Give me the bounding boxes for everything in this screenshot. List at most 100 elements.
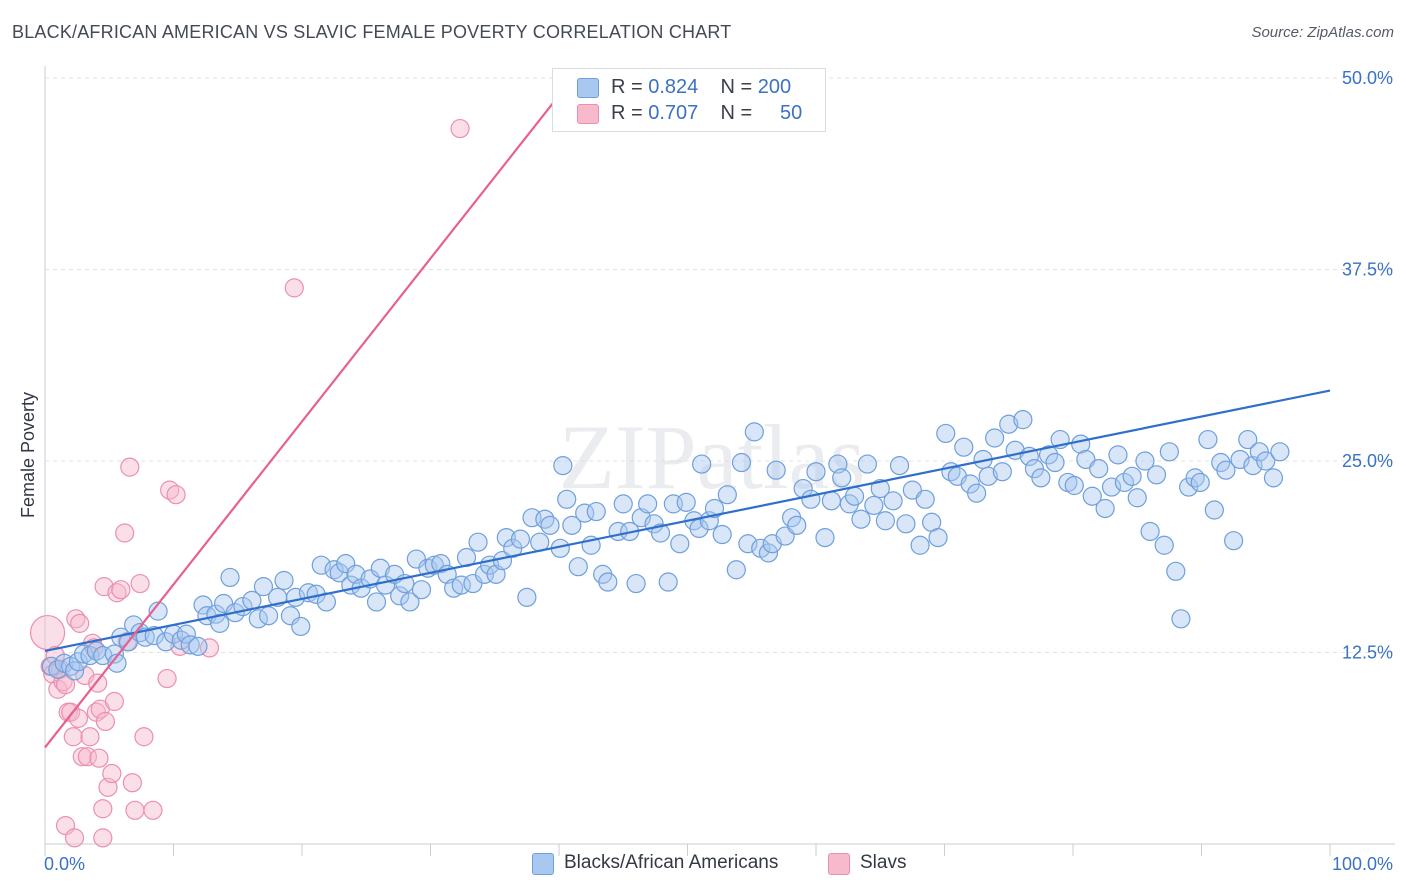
blacks-point	[821, 491, 842, 511]
slavs-point	[134, 727, 154, 747]
n-value-slavs: 50	[780, 102, 803, 124]
blacks-point	[1270, 442, 1290, 462]
blacks-point	[562, 515, 582, 535]
blacks-point	[985, 428, 1005, 448]
blacks-point	[936, 423, 956, 444]
blacks-point	[598, 572, 618, 592]
blacks-point	[148, 601, 168, 621]
blacks-point	[676, 492, 696, 512]
blacks-point	[291, 616, 311, 637]
blacks-point	[954, 437, 974, 457]
bottom-legend-label-slavs: Slavs	[860, 852, 907, 873]
blacks-point	[510, 529, 531, 549]
blacks-point	[896, 514, 916, 534]
blacks-point	[638, 494, 658, 514]
x-tick-label: 0.0%	[44, 854, 85, 874]
blacks-point	[1031, 468, 1051, 488]
correlation-legend: R = 0.824 N = 200 R = 0.707 N = 50	[552, 68, 826, 132]
slavs-point	[284, 278, 304, 298]
blacks-point	[704, 498, 725, 519]
slavs-point	[72, 747, 92, 767]
slavs-point	[63, 727, 83, 747]
blacks-point	[156, 632, 176, 652]
blacks-point	[1140, 521, 1160, 542]
slavs-point	[93, 828, 113, 848]
blacks-point	[535, 509, 555, 529]
blacks-point	[766, 460, 786, 480]
blacks-trend-line	[44, 389, 1331, 653]
blacks-point	[1108, 445, 1128, 465]
blacks-point	[176, 624, 196, 644]
slavs-point	[130, 573, 150, 594]
bottom-legend-label-blacks: Blacks/African Americans	[564, 852, 779, 873]
blacks-point	[144, 626, 164, 646]
slavs-point	[143, 800, 163, 820]
slavs-point	[89, 748, 109, 768]
blacks-point	[864, 495, 884, 516]
blacks-point	[1204, 500, 1224, 520]
slavs-point	[122, 773, 142, 793]
blacks-point	[586, 501, 606, 522]
slavs-trend-line	[44, 84, 568, 749]
blacks-point	[1089, 459, 1109, 479]
slavs-point	[64, 828, 85, 848]
trend-lines	[44, 84, 1331, 749]
blacks-point	[400, 592, 420, 612]
blacks-point	[474, 564, 495, 584]
blacks-point	[258, 606, 279, 626]
blacks-point	[540, 515, 560, 535]
blacks-point	[787, 515, 807, 535]
slavs-point	[68, 708, 89, 728]
blacks-point	[1190, 472, 1210, 493]
slavs-point	[29, 614, 66, 651]
blacks-point	[832, 468, 852, 488]
blacks-point	[1263, 468, 1284, 488]
blacks-point	[658, 572, 678, 592]
legend-swatch-pink	[577, 104, 599, 124]
blacks-point	[496, 527, 516, 548]
y-tick-label: 12.5%	[1342, 643, 1393, 663]
blacks-point	[1171, 609, 1191, 629]
slavs-point	[166, 485, 186, 505]
blacks-point	[274, 570, 294, 591]
blacks-point	[851, 509, 871, 529]
legend-swatch-blue	[577, 78, 599, 98]
tick-labels: 12.5% 25.0% 37.5% 50.0% 0.0% 100.0%	[44, 68, 1393, 874]
slavs-point	[120, 457, 140, 477]
blacks-point	[517, 587, 537, 607]
slavs-point	[125, 800, 145, 820]
r-label: R =	[611, 102, 643, 124]
blacks-point	[366, 592, 387, 612]
blacks-point	[1135, 451, 1155, 471]
slavs-points	[29, 118, 470, 848]
blacks-point	[1101, 477, 1122, 497]
y-axis-label: Female Poverty	[18, 392, 38, 518]
r-label: R =	[611, 76, 643, 98]
blacks-point	[1146, 465, 1167, 485]
blacks-point	[1198, 429, 1218, 450]
blacks-point	[210, 613, 230, 633]
blacks-point	[220, 567, 240, 588]
slavs-point	[157, 668, 177, 689]
slavs-point	[104, 691, 124, 712]
blacks-point	[1082, 486, 1102, 506]
y-tick-label: 25.0%	[1342, 451, 1393, 471]
blacks-point	[875, 511, 895, 531]
y-tick-label: 37.5%	[1342, 260, 1393, 280]
blacks-point	[171, 630, 191, 650]
blacks-point	[253, 577, 274, 597]
blacks-point	[324, 560, 344, 580]
blacks-point	[1045, 452, 1065, 473]
blacks-point	[712, 524, 732, 545]
blacks-point	[1038, 445, 1059, 465]
blacks-point	[431, 554, 451, 574]
slavs-point	[102, 763, 122, 784]
blacks-point	[180, 635, 200, 655]
blacks-point	[411, 580, 432, 600]
blacks-point	[107, 653, 127, 673]
blacks-point	[738, 534, 758, 554]
bottom-legend-swatch-pink	[828, 853, 850, 875]
blacks-point	[928, 527, 948, 548]
blacks-point	[889, 455, 910, 476]
